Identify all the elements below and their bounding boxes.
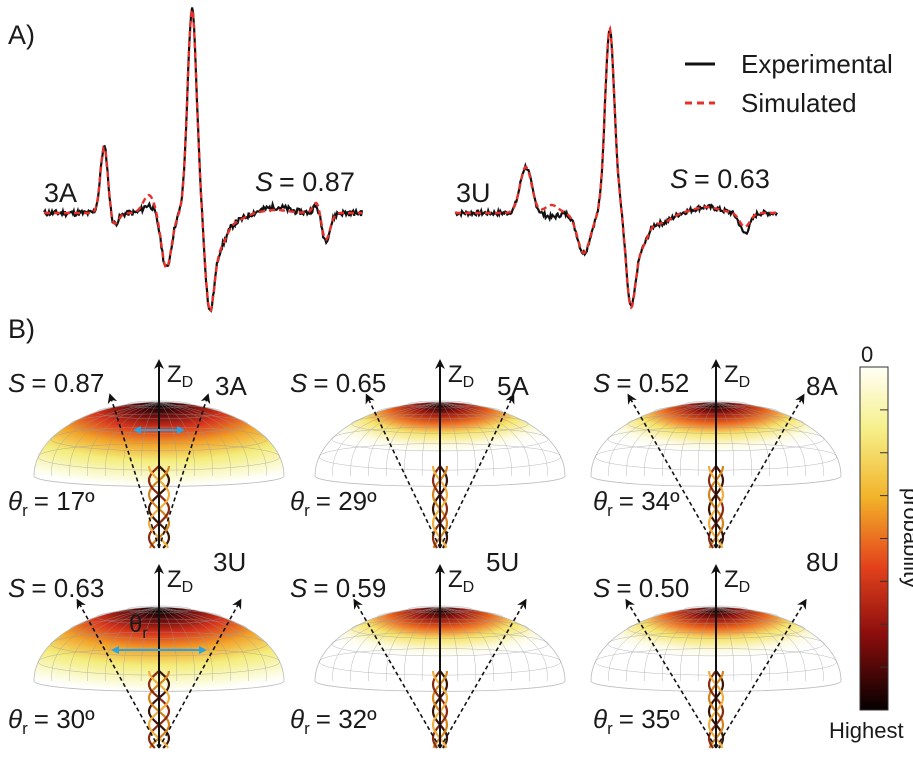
cone-angle-label: θr = 35º (593, 704, 680, 738)
cone-edge-right (158, 393, 211, 549)
sample-label: 5U (486, 547, 519, 577)
order-parameter-label: S = 0.65 (290, 368, 386, 398)
cone-angle-label: θr = 29º (290, 486, 377, 520)
spectrum-3a-experimental-line (43, 7, 364, 313)
legend-simulated-label: Simulated (741, 88, 857, 118)
zd-axis-label: ZD (448, 566, 474, 596)
cone-angle-inset-label: θr (129, 611, 148, 642)
legend: Experimental Simulated (685, 49, 893, 118)
zd-axis-label: ZD (724, 361, 750, 391)
colorbar-bottom-label: Highest (829, 718, 904, 743)
cone-edge-left (107, 393, 160, 549)
spectrum-3u-order-parameter: S = 0.63 (670, 164, 770, 194)
sample-label: 8U (806, 547, 839, 577)
sample-label: 3U (213, 547, 246, 577)
cone-angle-label: θr = 32º (290, 704, 377, 738)
spectrum-3u-simulated-line (455, 25, 777, 310)
sample-label: 8A (806, 371, 838, 401)
spectrum-3u-sample-label: 3U (456, 178, 491, 208)
cone-diagrams: ZD S = 0.87 θr = 17º 3A ZD S = 0.65 θr = 29º 5A ZD S =… (8, 359, 842, 749)
sample-label: 3A (215, 371, 247, 401)
zd-axis-label: ZD (167, 566, 193, 596)
cone-panel-5a: ZD S = 0.65 θr = 29º 5A (290, 359, 566, 549)
cone-edge-left (625, 598, 717, 749)
cone-angle-label: θr = 34º (593, 486, 680, 520)
panel-b-label: B) (8, 314, 35, 344)
legend-experimental-label: Experimental (741, 49, 893, 79)
colorbar: 0 probability Highest (829, 342, 913, 743)
zd-axis-label: ZD (167, 361, 193, 391)
order-parameter-label: S = 0.50 (593, 573, 689, 603)
sample-label: 5A (497, 371, 529, 401)
panel-a-label: A) (8, 20, 35, 50)
cone-panel-8u: ZD S = 0.50 θr = 35º 8U (590, 547, 842, 749)
spectrum-3a-simulated-line (44, 9, 362, 314)
cone-panel-5u: ZD S = 0.59 θr = 32º 5U (290, 547, 566, 749)
colorbar-title: probability (899, 488, 913, 588)
order-parameter-label: S = 0.87 (8, 368, 104, 398)
cone-panel-3u: ZD S = 0.63 θr = 30º 3U θr (8, 547, 285, 749)
cone-edge-right (715, 598, 807, 749)
spectrum-3a-sample-label: 3A (44, 178, 77, 208)
colorbar-ticks (880, 366, 888, 711)
colorbar-top-label: 0 (861, 342, 873, 367)
cone-panel-3a: ZD S = 0.87 θr = 17º 3A (8, 359, 285, 549)
cone-angle-label: θr = 30º (8, 704, 95, 738)
zd-axis-label: ZD (448, 361, 474, 391)
cone-edge-left (627, 393, 717, 549)
cone-panel-8a: ZD S = 0.52 θr = 34º 8A (590, 359, 842, 549)
order-parameter-label: S = 0.59 (290, 573, 386, 603)
spectra-plots (43, 7, 778, 314)
zd-axis-label: ZD (724, 566, 750, 596)
spectrum-3a-order-parameter: S = 0.87 (255, 167, 355, 197)
cone-edge-right (715, 393, 805, 549)
order-parameter-label: S = 0.52 (593, 368, 689, 398)
order-parameter-label: S = 0.63 (8, 573, 104, 603)
cone-angle-label: θr = 17º (8, 486, 95, 520)
